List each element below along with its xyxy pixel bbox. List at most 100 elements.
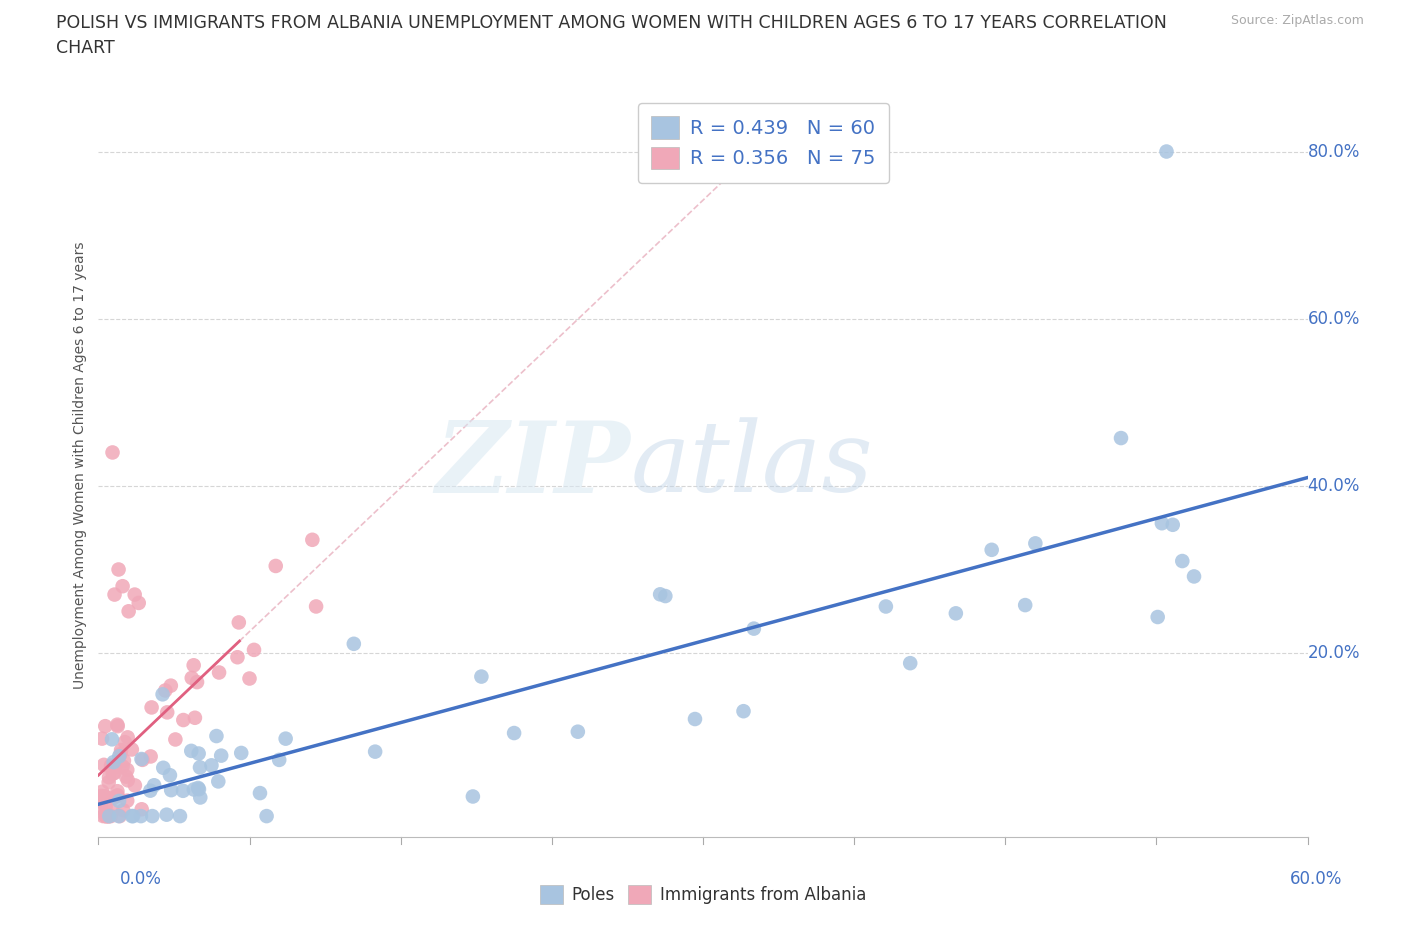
Point bbox=[139, 749, 162, 764]
Point bbox=[105, 717, 128, 732]
Point bbox=[97, 809, 120, 824]
Point bbox=[131, 752, 153, 767]
Point bbox=[364, 744, 387, 759]
Point bbox=[567, 724, 589, 739]
Point bbox=[1024, 536, 1046, 551]
Point bbox=[183, 782, 205, 797]
Point bbox=[91, 809, 114, 824]
Point bbox=[188, 760, 211, 775]
Point bbox=[205, 728, 228, 743]
Point bbox=[107, 562, 129, 577]
Point bbox=[187, 780, 209, 795]
Point bbox=[249, 786, 271, 801]
Point bbox=[238, 671, 260, 686]
Point bbox=[143, 777, 166, 792]
Point bbox=[160, 783, 183, 798]
Point bbox=[108, 749, 131, 764]
Point bbox=[186, 674, 208, 689]
Point bbox=[115, 793, 138, 808]
Point bbox=[101, 804, 124, 818]
Point bbox=[1109, 431, 1132, 445]
Point bbox=[111, 578, 134, 593]
Point bbox=[98, 809, 121, 824]
Point bbox=[105, 789, 128, 804]
Point bbox=[159, 768, 181, 783]
Point bbox=[343, 636, 366, 651]
Point bbox=[97, 809, 120, 824]
Point bbox=[141, 700, 163, 715]
Point bbox=[108, 793, 131, 808]
Point bbox=[156, 807, 179, 822]
Point bbox=[180, 671, 202, 685]
Text: 60.0%: 60.0% bbox=[1291, 870, 1343, 888]
Text: Source: ZipAtlas.com: Source: ZipAtlas.com bbox=[1230, 14, 1364, 27]
Point bbox=[124, 778, 146, 793]
Point bbox=[231, 746, 253, 761]
Point bbox=[461, 789, 484, 804]
Point bbox=[100, 758, 122, 773]
Point bbox=[107, 719, 129, 734]
Point bbox=[93, 757, 115, 772]
Point bbox=[945, 605, 967, 620]
Point bbox=[301, 532, 323, 547]
Point bbox=[274, 731, 297, 746]
Point bbox=[129, 809, 152, 824]
Point bbox=[156, 705, 179, 720]
Point bbox=[94, 719, 117, 734]
Point bbox=[172, 783, 194, 798]
Point bbox=[159, 678, 181, 693]
Point bbox=[110, 742, 132, 757]
Point bbox=[111, 759, 134, 774]
Point bbox=[131, 751, 153, 766]
Point bbox=[1161, 517, 1184, 532]
Text: POLISH VS IMMIGRANTS FROM ALBANIA UNEMPLOYMENT AMONG WOMEN WITH CHILDREN AGES 6 : POLISH VS IMMIGRANTS FROM ALBANIA UNEMPL… bbox=[56, 14, 1167, 32]
Point bbox=[118, 604, 141, 618]
Point bbox=[165, 732, 187, 747]
Legend: Poles, Immigrants from Albania: Poles, Immigrants from Albania bbox=[533, 878, 873, 910]
Point bbox=[96, 809, 118, 824]
Point bbox=[207, 774, 229, 789]
Point bbox=[650, 587, 672, 602]
Point bbox=[105, 784, 128, 799]
Point bbox=[107, 788, 129, 803]
Point bbox=[115, 769, 138, 784]
Point bbox=[980, 542, 1002, 557]
Point bbox=[256, 809, 278, 824]
Point bbox=[172, 712, 194, 727]
Point bbox=[94, 799, 117, 814]
Point bbox=[91, 731, 114, 746]
Point bbox=[101, 732, 124, 747]
Point bbox=[1182, 569, 1205, 584]
Point bbox=[110, 747, 132, 762]
Point bbox=[1014, 598, 1036, 613]
Point bbox=[305, 599, 328, 614]
Point bbox=[188, 790, 211, 805]
Point bbox=[269, 752, 291, 767]
Point bbox=[183, 658, 205, 672]
Point bbox=[98, 770, 121, 785]
Point bbox=[121, 809, 143, 824]
Point bbox=[112, 753, 135, 768]
Point bbox=[742, 621, 765, 636]
Point bbox=[103, 754, 125, 769]
Point bbox=[128, 595, 150, 610]
Point bbox=[94, 789, 117, 804]
Point bbox=[141, 809, 163, 824]
Point bbox=[101, 766, 124, 781]
Text: 20.0%: 20.0% bbox=[1308, 644, 1360, 662]
Point bbox=[1146, 609, 1168, 624]
Point bbox=[117, 730, 139, 745]
Point bbox=[122, 809, 145, 824]
Point bbox=[112, 803, 135, 817]
Point bbox=[100, 809, 122, 824]
Point bbox=[94, 809, 117, 824]
Point bbox=[103, 587, 125, 602]
Point bbox=[117, 773, 139, 788]
Point bbox=[121, 742, 143, 757]
Point bbox=[97, 775, 120, 790]
Point bbox=[91, 784, 114, 799]
Point bbox=[103, 765, 125, 780]
Point bbox=[155, 683, 177, 698]
Point bbox=[733, 704, 755, 719]
Point bbox=[108, 809, 131, 824]
